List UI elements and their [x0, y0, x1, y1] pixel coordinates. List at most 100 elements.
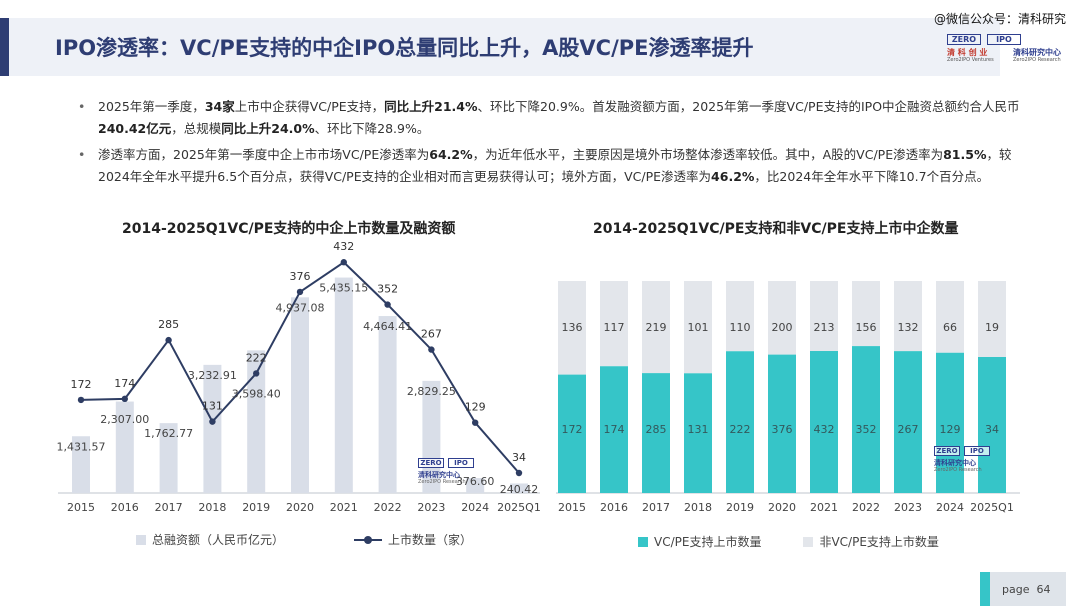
- x-tick-label: 2015: [67, 501, 95, 514]
- non-vcpe-label: 19: [985, 321, 999, 334]
- count-label: 432: [333, 240, 354, 253]
- non-vcpe-label: 156: [856, 321, 877, 334]
- count-point: [428, 346, 435, 353]
- x-tick-label: 2023: [417, 501, 445, 514]
- chart2-logo-sub: Zero2IPO Research: [934, 467, 982, 473]
- x-tick-label: 2020: [768, 501, 796, 514]
- page-number-tag: page 64: [980, 572, 1066, 606]
- bullet-highlight: 81.5%: [943, 147, 987, 162]
- legend-swatch-financing: [136, 534, 146, 545]
- non-vcpe-label: 219: [646, 321, 667, 334]
- non-vcpe-bar: [852, 281, 880, 347]
- chart1-legend: 总融资额（人民币亿元） 上市数量（家）: [136, 531, 542, 548]
- legend-label-vcpe: VC/PE支持上市数量: [654, 535, 762, 549]
- chart1-title: 2014-2025Q1VC/PE支持的中企上市数量及融资额: [122, 221, 456, 237]
- financing-label: 2,829.25: [407, 385, 456, 398]
- x-tick-label: 2017: [155, 501, 183, 514]
- financing-label: 240.42: [500, 483, 539, 496]
- legend-item-count: 上市数量（家）: [354, 531, 472, 548]
- vcpe-label: 34: [985, 423, 999, 436]
- count-point: [340, 259, 347, 266]
- logo-sub-ventures: Zero2IPO Ventures: [947, 57, 994, 63]
- financing-label: 376.60: [456, 475, 495, 488]
- count-point: [253, 370, 260, 377]
- legend-label-financing: 总融资额（人民币亿元）: [152, 533, 285, 547]
- x-tick-label: 2022: [852, 501, 880, 514]
- vcpe-bar: [852, 346, 880, 493]
- bullet-text: ，较2024年全年水平提升6.5个百分点，获得VC/PE支持的企业相对而言更易获…: [98, 147, 1012, 184]
- financing-label: 4,464.41: [363, 320, 412, 333]
- non-vcpe-label: 101: [688, 321, 709, 334]
- x-tick-label: 2025Q1: [970, 501, 1014, 514]
- legend-swatch-vcpe: [638, 536, 648, 547]
- legend-label-count: 上市数量（家）: [388, 533, 473, 547]
- financing-label: 5,435.15: [319, 282, 368, 295]
- vcpe-label: 172: [562, 423, 583, 436]
- count-point: [121, 395, 128, 403]
- vcpe-bar: [936, 352, 964, 493]
- vcpe-bar: [768, 354, 796, 493]
- non-vcpe-bar: [642, 281, 670, 374]
- bullet-text: ，总规模: [171, 121, 222, 136]
- non-vcpe-label: 66: [943, 321, 957, 334]
- chart1-logo-box-zero: ZERO: [418, 458, 444, 468]
- financing-label: 1,431.57: [57, 440, 106, 453]
- x-tick-label: 2018: [684, 501, 712, 514]
- financing-bar: [159, 423, 178, 493]
- count-point: [472, 419, 479, 426]
- vcpe-bar: [642, 373, 670, 493]
- bullet-text: ，比2024年全年水平下降10.7个百分点。: [754, 169, 990, 184]
- bullet-text: 、环比下降20.9%。首发融资额方面，2025年第一季度VC/PE支持的IPO中…: [477, 99, 1020, 114]
- watermark: @微信公众号：清科研究: [933, 12, 1066, 26]
- vcpe-bar: [684, 373, 712, 493]
- bullet-highlight: 46.2%: [711, 169, 755, 184]
- count-point: [296, 288, 304, 296]
- bullet-text: 渗透率方面，2025年第一季度中企上市市场VC/PE渗透率为: [98, 147, 430, 162]
- financing-label: 1,762.77: [144, 427, 193, 440]
- financing-label: 3,232.91: [188, 369, 237, 382]
- financing-bar: [203, 364, 222, 493]
- vcpe-label: 129: [940, 423, 961, 436]
- bullet-highlight: 240.42亿元: [98, 121, 172, 136]
- financing-bar: [247, 350, 266, 493]
- financing-bar: [334, 277, 353, 493]
- legend-item-vcpe: VC/PE支持上市数量: [638, 533, 761, 550]
- vcpe-bar: [600, 366, 628, 493]
- non-vcpe-bar: [558, 281, 586, 375]
- vcpe-label: 352: [856, 423, 877, 436]
- title-band: [0, 18, 1000, 76]
- financing-bar: [291, 297, 309, 493]
- non-vcpe-label: 200: [772, 321, 793, 334]
- legend-item-non-vcpe: 非VC/PE支持上市数量: [803, 533, 939, 550]
- x-tick-label: 2021: [810, 501, 838, 514]
- x-tick-label: 2024: [461, 501, 489, 514]
- chart2-logo-box-zero: ZERO: [934, 446, 960, 456]
- non-vcpe-bar: [726, 281, 754, 352]
- non-vcpe-bar: [768, 281, 796, 355]
- vcpe-label: 222: [730, 423, 751, 436]
- financing-label: 3,598.40: [232, 387, 281, 400]
- vcpe-bar: [978, 357, 1006, 493]
- legend-item-financing: 总融资额（人民币亿元）: [136, 531, 284, 548]
- count-point: [77, 396, 85, 404]
- chart2-legend: VC/PE支持上市数量 非VC/PE支持上市数量: [638, 533, 1009, 550]
- count-label: 285: [158, 318, 179, 331]
- financing-bar: [72, 436, 90, 493]
- bullet-highlight: 同比上升21.4%: [384, 99, 478, 114]
- bullet-ipo-volume: 2025年第一季度，34家上市中企获得VC/PE支持，同比上升21.4%、环比下…: [78, 96, 1038, 140]
- header: IPO渗透率：VC/PE支持的中企IPO总量同比上升，A股VC/PE渗透率提升 …: [0, 12, 1080, 78]
- bullet-text: ，为近年低水平，主要原因是境外市场整体渗透率较低。其中，A股的VC/PE渗透率为: [472, 147, 944, 162]
- title-accent-bar: [0, 18, 9, 76]
- count-label: 222: [246, 351, 267, 364]
- chart1-logo-sub: Zero2IPO Research: [418, 479, 466, 485]
- x-tick-label: 2016: [111, 501, 139, 514]
- x-tick-label: 2016: [600, 501, 628, 514]
- x-tick-label: 2018: [198, 501, 226, 514]
- logo-box-ipo: IPO: [987, 34, 1021, 45]
- non-vcpe-bar: [936, 281, 964, 353]
- vcpe-label: 376: [772, 423, 793, 436]
- chart2-logo-name: 清科研究中心: [934, 459, 976, 467]
- bullet-highlight: 64.2%: [429, 147, 473, 162]
- non-vcpe-label: 136: [562, 321, 583, 334]
- count-label: 267: [421, 328, 442, 341]
